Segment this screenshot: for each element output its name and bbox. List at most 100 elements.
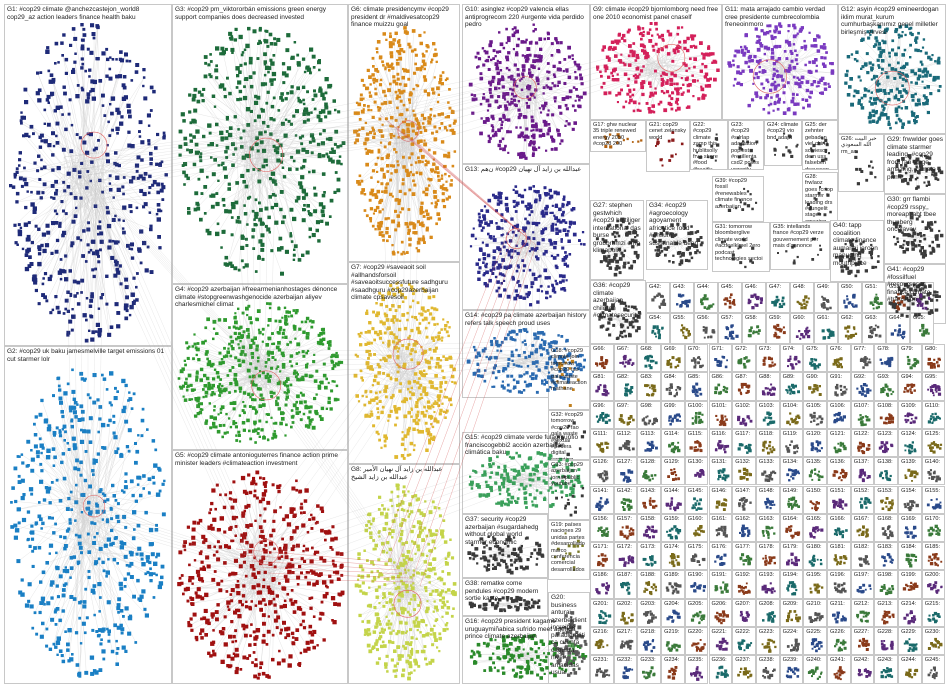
- group-panel-g220: G220:: [684, 627, 709, 656]
- group-panel-g5: G5: #cop29 climate antonioguterres finan…: [172, 450, 348, 684]
- group-nodes: [596, 441, 610, 453]
- group-panel-g227: G227:: [850, 627, 875, 656]
- group-nodes: [786, 638, 800, 652]
- group-label: G28: frwlaoz goes rcrtop starmer leading…: [805, 174, 833, 222]
- group-nodes: [834, 238, 880, 278]
- group-nodes: [651, 222, 704, 266]
- group-label: G155:: [924, 487, 941, 494]
- group-panel-g28: G28: frwlaoz goes rcrtop starmer leading…: [802, 172, 838, 222]
- group-label: G131:: [711, 459, 727, 466]
- group-panel-g122: G122:: [850, 428, 875, 458]
- group-panel-g172: G172:: [613, 542, 638, 571]
- group-nodes: [832, 357, 843, 369]
- group-label: G75:: [806, 346, 819, 352]
- group-label: G222:: [735, 629, 751, 635]
- group-panel-g106: G106:: [827, 400, 851, 429]
- group-label: G64:: [889, 315, 902, 321]
- group-panel-g48: G48:: [790, 282, 814, 313]
- group-nodes: [666, 524, 682, 540]
- group-panel-g38: G38: rematke come pendules #cop29 modern…: [462, 578, 548, 616]
- group-panel-g92: G92:: [850, 372, 875, 401]
- group-nodes: [915, 293, 931, 310]
- group-nodes: [715, 665, 729, 679]
- group-panel-g127: G127:: [613, 457, 638, 486]
- group-panel-g14: G14: #cop29 pa climate azerbaijan histor…: [462, 310, 590, 398]
- group-nodes: [618, 354, 635, 368]
- group-panel-g51: G51:: [862, 282, 886, 313]
- group-label: G78:: [877, 346, 890, 352]
- group-label: G88:: [758, 374, 772, 381]
- group-panel-g113: G113:: [637, 428, 662, 458]
- group-panel-g6: G6: climate presidencymv #cop29 presiden…: [348, 4, 460, 262]
- group-label: G216:: [593, 629, 609, 635]
- group-panel-g126: G126:: [590, 457, 614, 486]
- group-label: G137:: [853, 459, 869, 466]
- group-nodes: [890, 324, 906, 340]
- group-nodes: [619, 525, 634, 540]
- group-label: G8: عبدالله بن زايد آل نهيان الأمير عبدا…: [351, 466, 443, 481]
- group-label: G112:: [616, 430, 632, 437]
- group-label: G102:: [735, 402, 751, 409]
- group-label: G232:: [616, 657, 632, 664]
- group-label: G86:: [711, 374, 724, 381]
- group-nodes: [927, 412, 941, 424]
- group-panel-g82: G82:: [613, 372, 638, 401]
- group-nodes: [714, 439, 729, 454]
- group-panel-g204: G204:: [661, 598, 685, 627]
- group-nodes: [902, 582, 919, 592]
- group-nodes: [595, 668, 611, 678]
- group-panel-g24: G24: climate #cop29 vio bnd adapt: [764, 120, 802, 166]
- group-nodes: [619, 469, 633, 483]
- group-nodes: [834, 638, 847, 652]
- group-nodes: [737, 667, 753, 679]
- group-panel-g32: G32: #cop29 tomorrow #cop29 fao gala was…: [548, 410, 590, 460]
- group-label: G40: tapp cooalition climate finance aum…: [833, 222, 878, 267]
- group-label: G173:: [640, 544, 656, 551]
- group-label: G150:: [806, 487, 822, 494]
- group-label: G38: rematke come pendules #cop29 modern…: [465, 580, 539, 602]
- group-panel-g196: G196:: [827, 570, 851, 599]
- group-nodes: [177, 470, 345, 680]
- group-panel-g10: G10: asinglez #cop29 valencia ellas anti…: [462, 4, 590, 164]
- group-panel-g49: G49:: [814, 282, 838, 313]
- group-panel-g41: G41: #cop29 #fossilfuel #recourseses fin…: [884, 264, 946, 324]
- group-nodes: [844, 325, 858, 340]
- group-panel-g120: G120:: [803, 428, 827, 458]
- group-label: G50:: [841, 284, 854, 290]
- group-nodes: [833, 527, 848, 538]
- group-nodes: [881, 553, 895, 567]
- group-nodes: [643, 525, 658, 539]
- group-label: G87:: [735, 374, 748, 381]
- group-nodes: [643, 639, 656, 653]
- group-panel-g8: G8: عبدالله بن زايد آل نهيان الأمير عبدا…: [348, 464, 460, 684]
- group-panel-g147: G147:: [732, 485, 756, 514]
- group-nodes: [738, 467, 753, 481]
- group-label: G11: mata arrajado cambio verdad cree pr…: [725, 6, 825, 28]
- group-label: G92:: [853, 374, 866, 381]
- group-panel-g34: G34: #cop29 #agroecology agoyament afric…: [646, 200, 708, 270]
- group-panel-g124: G124:: [898, 428, 922, 458]
- group-panel-g101: G101:: [708, 400, 733, 429]
- group-panel-g31: G31: tomorrow bloomberglive climate worl…: [712, 222, 770, 272]
- group-nodes: [618, 413, 635, 426]
- group-label: G67:: [616, 346, 629, 352]
- group-panel-g226: G226:: [827, 627, 851, 656]
- group-label: G20: business anturai azerbeidient incre…: [551, 594, 587, 676]
- group-nodes: [556, 358, 580, 407]
- group-nodes: [468, 23, 587, 160]
- group-panel-g107: G107:: [850, 400, 875, 429]
- group-panel-g135: G135:: [803, 457, 827, 486]
- group-nodes: [642, 414, 659, 426]
- group-label: G61:: [817, 315, 830, 321]
- group-label: G220:: [687, 629, 704, 635]
- group-nodes: [881, 640, 895, 651]
- group-label: G79:: [901, 346, 914, 352]
- group-label: G160:: [687, 515, 704, 522]
- group-panel-g36: G36: #cop29 climate azerbaijan children …: [590, 280, 646, 344]
- group-label: G106:: [830, 402, 846, 409]
- group-nodes: [353, 281, 457, 460]
- group-label: G124:: [901, 430, 917, 437]
- group-nodes: [10, 368, 166, 678]
- group-panel-g76: G76:: [827, 344, 851, 373]
